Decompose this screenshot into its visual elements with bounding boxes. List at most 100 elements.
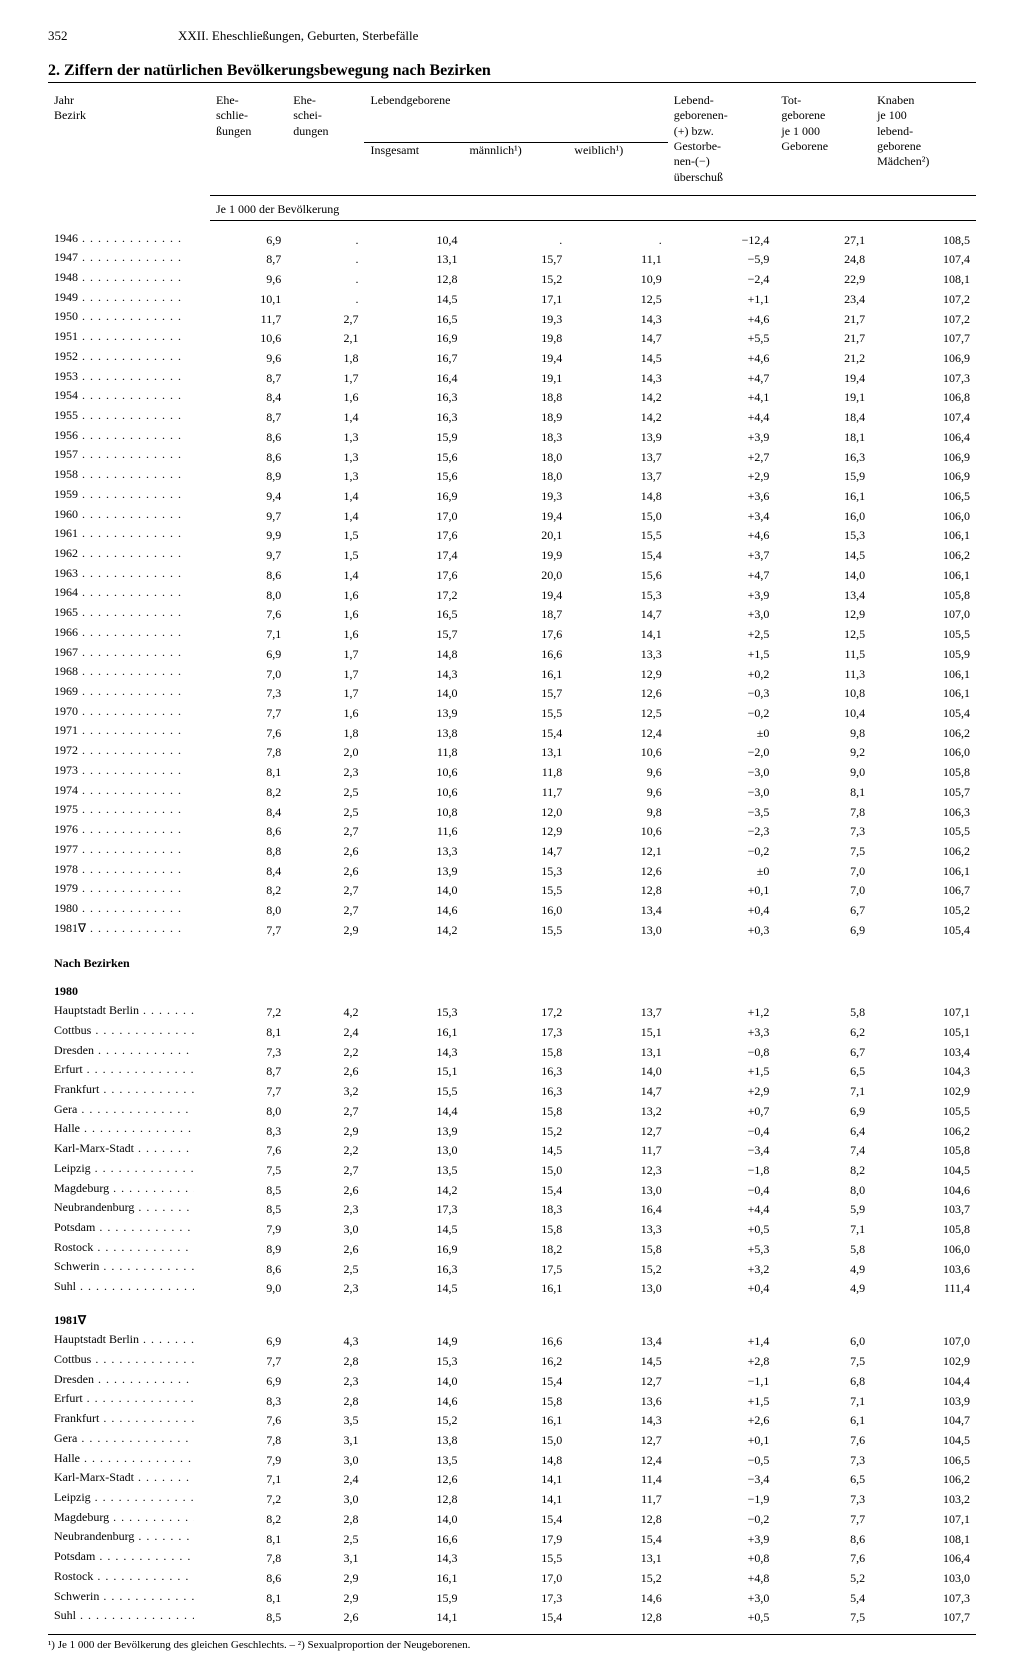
cell: 104,6: [871, 1181, 976, 1201]
cell: 16,6: [364, 1529, 463, 1549]
cell: 11,4: [568, 1470, 667, 1490]
cell: 16,1: [364, 1569, 463, 1589]
cell: 14,3: [364, 1043, 463, 1063]
row-label: Halle . . . . . . . . . . . . . . . . . …: [48, 1121, 210, 1141]
table-row: 1948 . . . . . . . . . . . . . . . . . .…: [48, 270, 976, 290]
cell: 6,9: [210, 645, 287, 665]
cell: +5,3: [668, 1240, 776, 1260]
cell: 106,2: [871, 842, 976, 862]
cell: 6,4: [775, 1121, 871, 1141]
cell: 105,1: [871, 1023, 976, 1043]
cell: 13,5: [364, 1161, 463, 1181]
population-table: JahrBezirk Ehe- schlie- ßungen Ehe- sche…: [48, 89, 976, 1628]
cell: .: [287, 270, 364, 290]
cell: 8,4: [210, 802, 287, 822]
cell: 13,2: [568, 1102, 667, 1122]
cell: 15,6: [364, 467, 463, 487]
row-label: 1962 . . . . . . . . . . . . . . . . . .…: [48, 546, 210, 566]
cell: 15,5: [463, 704, 568, 724]
row-label: Neubrandenburg . . . . . . . . . . . . .…: [48, 1529, 210, 1549]
cell: 15,0: [568, 507, 667, 527]
row-label: 1978 . . . . . . . . . . . . . . . . . .…: [48, 862, 210, 882]
cell: 15,7: [463, 684, 568, 704]
cell: +3,9: [668, 428, 776, 448]
cell: .: [287, 250, 364, 270]
cell: 7,3: [775, 1490, 871, 1510]
row-label: Cottbus . . . . . . . . . . . . . . . . …: [48, 1352, 210, 1372]
cell: 6,8: [775, 1372, 871, 1392]
cell: 13,3: [364, 842, 463, 862]
cell: 14,3: [364, 664, 463, 684]
hdr-ehescheid: Ehe- schei- dungen: [287, 89, 364, 185]
cell: 7,5: [775, 842, 871, 862]
cell: 6,5: [775, 1470, 871, 1490]
row-label: Leipzig . . . . . . . . . . . . . . . . …: [48, 1490, 210, 1510]
cell: 107,1: [871, 1003, 976, 1023]
cell: 107,2: [871, 309, 976, 329]
cell: 21,2: [775, 349, 871, 369]
cell: 2,7: [287, 901, 364, 921]
row-label: 1969 . . . . . . . . . . . . . . . . . .…: [48, 684, 210, 704]
cell: 17,6: [364, 566, 463, 586]
cell: 6,7: [775, 901, 871, 921]
cell: 15,5: [463, 881, 568, 901]
row-label: 1955 . . . . . . . . . . . . . . . . . .…: [48, 408, 210, 428]
cell: +3,6: [668, 487, 776, 507]
cell: +0,2: [668, 664, 776, 684]
row-label: 1960 . . . . . . . . . . . . . . . . . .…: [48, 507, 210, 527]
cell: 107,0: [871, 605, 976, 625]
cell: 9,7: [210, 507, 287, 527]
cell: −0,4: [668, 1181, 776, 1201]
row-label: Magdeburg . . . . . . . . . . . . . . . …: [48, 1510, 210, 1530]
cell: 7,2: [210, 1490, 287, 1510]
cell: 104,3: [871, 1062, 976, 1082]
cell: 19,3: [463, 309, 568, 329]
cell: 15,3: [775, 526, 871, 546]
cell: 104,5: [871, 1161, 976, 1181]
cell: 13,4: [568, 1332, 667, 1352]
table-row: Potsdam . . . . . . . . . . . . . . . . …: [48, 1220, 976, 1240]
row-label: 1980 . . . . . . . . . . . . . . . . . .…: [48, 901, 210, 921]
cell: 16,4: [568, 1200, 667, 1220]
cell: 16,2: [463, 1352, 568, 1372]
row-label: Dresden . . . . . . . . . . . . . . . . …: [48, 1043, 210, 1063]
cell: 15,3: [568, 585, 667, 605]
cell: 16,6: [463, 1332, 568, 1352]
cell: 11,3: [775, 664, 871, 684]
cell: 106,4: [871, 1549, 976, 1569]
cell: 105,5: [871, 822, 976, 842]
cell: +3,4: [668, 507, 776, 527]
cell: 1,6: [287, 704, 364, 724]
cell: 17,2: [364, 585, 463, 605]
cell: 15,8: [463, 1220, 568, 1240]
cell: −3,0: [668, 783, 776, 803]
row-label: 1973 . . . . . . . . . . . . . . . . . .…: [48, 763, 210, 783]
cell: 27,1: [775, 231, 871, 251]
cell: 106,1: [871, 684, 976, 704]
cell: 12,9: [568, 664, 667, 684]
cell: 2,9: [287, 1589, 364, 1609]
cell: 3,0: [287, 1451, 364, 1471]
cell: 8,4: [210, 388, 287, 408]
cell: 14,6: [364, 901, 463, 921]
cell: 19,8: [463, 329, 568, 349]
cell: 15,2: [463, 1121, 568, 1141]
cell: 2,6: [287, 1608, 364, 1628]
hdr-ueberschuss: Lebend- geborenen- (+) bzw. Gestorbe- ne…: [668, 89, 776, 185]
cell: 8,1: [210, 763, 287, 783]
cell: 8,6: [210, 428, 287, 448]
cell: 12,3: [568, 1161, 667, 1181]
table-row: Karl-Marx-Stadt . . . . . . . . . . . . …: [48, 1470, 976, 1490]
cell: 14,8: [463, 1451, 568, 1471]
cell: 8,5: [210, 1200, 287, 1220]
cell: 18,3: [463, 428, 568, 448]
cell: 1,7: [287, 369, 364, 389]
cell: 8,0: [775, 1181, 871, 1201]
cell: 19,4: [463, 349, 568, 369]
row-label: Frankfurt . . . . . . . . . . . . . . . …: [48, 1411, 210, 1431]
cell: 12,9: [463, 822, 568, 842]
cell: 19,4: [775, 369, 871, 389]
cell: 12,6: [568, 862, 667, 882]
table-row: 1947 . . . . . . . . . . . . . . . . . .…: [48, 250, 976, 270]
cell: 2,6: [287, 1240, 364, 1260]
